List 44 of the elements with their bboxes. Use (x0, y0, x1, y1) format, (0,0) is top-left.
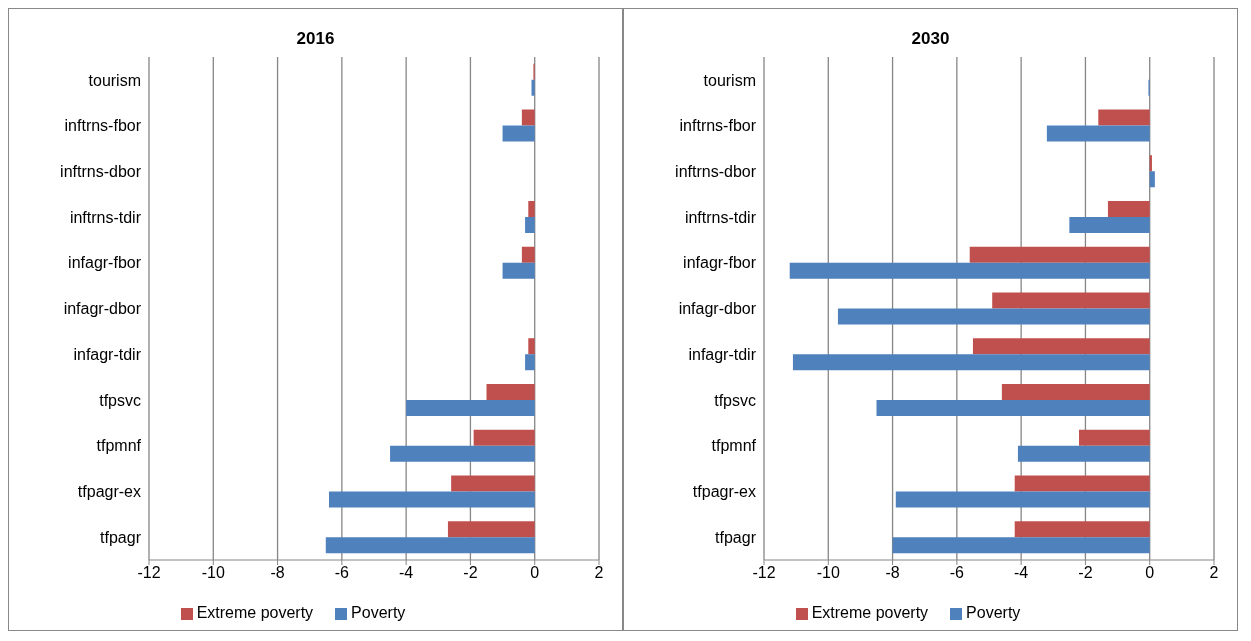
y-tick-label: infagr-tdir (688, 345, 757, 363)
y-tick-label: infagr-dbor (678, 300, 757, 318)
y-tick-label: tfpagr (715, 528, 757, 546)
y-tick-label: inftrns-dbor (675, 163, 757, 180)
legend-label: Extreme poverty (811, 604, 929, 621)
y-tick-label: tfpmnf (711, 437, 757, 455)
legend-label: Extreme poverty (196, 604, 314, 621)
x-tick-label: -8 (885, 564, 900, 582)
x-tick-label: 0 (530, 564, 540, 582)
y-tick-label: inftrns-tdir (684, 208, 757, 226)
x-tick-label: 2 (1209, 564, 1219, 582)
x-tick-label: 2 (594, 564, 604, 582)
y-tick-label: tourism (88, 71, 141, 89)
y-tick-label: inftrns-dbor (60, 163, 142, 180)
y-tick-label: infagr-fbor (68, 254, 142, 272)
x-tick-label: -4 (1014, 564, 1029, 582)
x-tick-label: -6 (334, 564, 350, 582)
x-tick-label: -2 (463, 564, 478, 582)
y-tick-label: infagr-dbor (63, 300, 142, 318)
y-tick-label: tfpmnf (96, 437, 142, 455)
y-tick-label: tfpsvc (714, 391, 756, 409)
legend-label: Poverty (351, 604, 406, 621)
y-tick-label: tfpsvc (99, 391, 141, 409)
x-tick-label: -8 (270, 564, 285, 582)
x-tick-label: -6 (949, 564, 965, 582)
y-tick-label: inftrns-fbor (679, 117, 757, 135)
x-tick-label: -12 (137, 564, 161, 582)
legend-label: Poverty (966, 604, 1021, 621)
y-tick-label: inftrns-fbor (64, 117, 142, 135)
x-tick-label: -10 (816, 564, 840, 582)
y-tick-label: tfpagr-ex (692, 483, 756, 501)
chart-title: 2030 (910, 28, 951, 50)
y-tick-label: tfpagr (100, 528, 142, 546)
x-tick-label: -10 (201, 564, 225, 582)
x-tick-label: -12 (752, 564, 776, 582)
y-tick-label: tfpagr-ex (77, 483, 141, 501)
y-tick-label: infagr-fbor (683, 254, 757, 272)
y-tick-label: inftrns-tdir (69, 208, 142, 226)
chart-title: 2016 (295, 28, 336, 50)
y-tick-label: tourism (703, 71, 756, 89)
x-tick-label: -4 (399, 564, 414, 582)
x-tick-label: 0 (1145, 564, 1155, 582)
y-tick-label: infagr-tdir (73, 345, 142, 363)
x-tick-label: -2 (1078, 564, 1093, 582)
